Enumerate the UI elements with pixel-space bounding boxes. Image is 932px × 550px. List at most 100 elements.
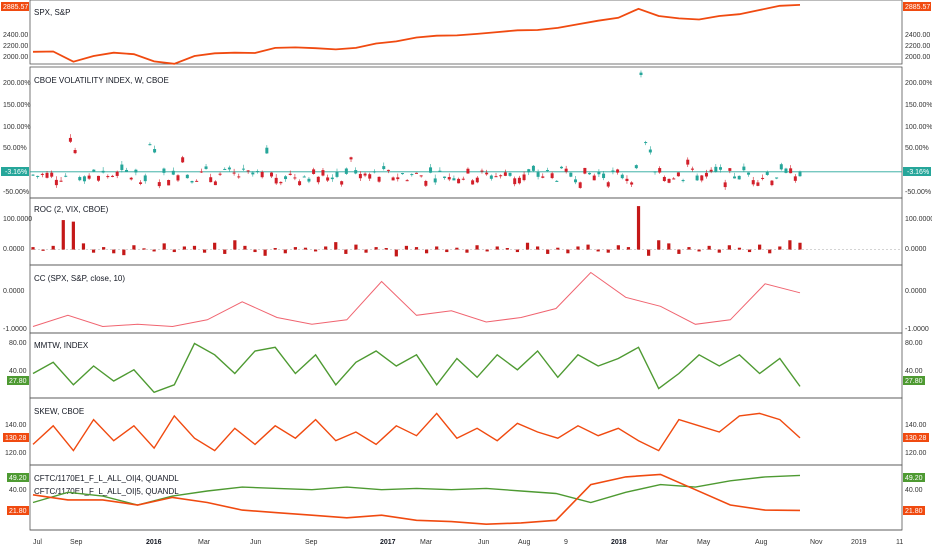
skew-badge-right-text: 130.28 [905,435,927,442]
cot-badge-right-1: 49.20 [903,473,925,482]
vix-candle-49 [260,171,264,178]
roc-bar-36 [394,249,398,257]
spx-badge-right: 2885.57 [903,2,931,11]
vix-candle-25 [148,144,152,146]
x-tick-jun-2016: Jun [250,539,261,546]
spx-tick-right-2200: 2200.00 [905,43,930,50]
vix-candle-160 [779,164,783,170]
vix-candle-120 [592,175,596,181]
vix-tick-left-100: 100.00% [3,124,31,131]
vix-candle-34 [190,180,194,183]
vix-candle-67 [344,168,348,174]
roc-bar-6 [91,249,96,253]
roc-bar-71 [747,249,752,253]
vix-candle-94 [471,180,475,185]
vix-candle-145 [709,169,713,172]
vix-candle-6 [59,180,63,182]
vix-candle-134 [658,168,662,173]
vix-candle-111 [550,173,554,179]
vix-candle-37 [204,166,208,169]
vix-candle-82 [415,172,418,174]
vix-candle-50 [265,147,269,154]
vix-tick-left-50: 50.00% [3,145,27,152]
vix-candle-108 [536,172,540,177]
vix-candle-150 [733,176,737,179]
x-tick-2017: 2017 [380,539,396,546]
roc-tick-left-100: 100.0000 [3,216,32,223]
roc-bar-70 [737,247,742,250]
vix-candle-80 [405,180,409,182]
spx-tick-left-2200: 2200.00 [3,43,28,50]
vix-candle-148 [723,182,727,188]
roc-bar-2 [51,245,55,250]
vix-candle-70 [358,173,362,179]
roc-bar-0 [31,247,35,250]
vix-candle-10 [78,177,82,181]
vix-candle-52 [274,177,278,184]
roc-bar-68 [717,249,721,253]
vix-candle-106 [527,169,531,173]
vix-candle-151 [737,175,741,180]
mmtw-badge-right-text: 27.80 [905,378,923,385]
vix-candle-112 [555,180,559,182]
x-tick-2018: 2018 [611,539,627,546]
vix-candle-136 [667,178,671,183]
cot-badge-left-2-text: 21.80 [9,508,27,515]
vix-candle-44 [237,176,241,178]
roc-bar-39 [424,249,429,254]
mmtw-tick-left-40: 40.00 [9,368,27,375]
vix-candle-89 [447,177,451,180]
pane-frame-5 [29,397,903,466]
vix-candle-127 [625,178,629,182]
x-tick-2016: 2016 [146,539,162,546]
cc-tick-right-0: 0.0000 [905,288,927,295]
spx-title: SPX, S&P [34,8,70,17]
vix-candle-117 [578,182,582,188]
vix-candle-36 [199,171,203,173]
vix-candle-113 [559,166,563,169]
spx-tick-left-2000: 2000.00 [3,54,28,61]
vix-candle-65 [335,171,339,177]
vix-candle-77 [391,177,395,181]
vix-candle-14 [96,175,100,181]
vix-candle-133 [653,171,657,173]
vix-candle-118 [583,167,587,174]
vix-candle-21 [129,177,133,180]
vix-candle-61 [316,176,320,183]
mmtw-tick-left-80: 80.00 [9,340,27,347]
spx-tick-right-2400: 2400.00 [905,32,930,39]
skew-tick-left-120: 120.00 [5,450,27,457]
vix-candle-84 [424,181,428,186]
cot-badge-left-1: 49.20 [7,473,29,482]
roc-bar-35 [384,248,388,250]
vix-candle-18 [115,171,119,176]
roc-bar-26 [293,247,297,250]
vix-candle-92 [461,178,465,180]
roc-bar-15 [182,246,186,250]
roc-bar-3 [61,220,65,250]
roc-bar-52 [556,247,560,250]
spx-badge-right-text: 2885.57 [905,4,930,11]
vix-candle-164 [798,171,802,177]
vix-candle-64 [330,177,334,180]
vix-candle-110 [545,170,549,172]
x-tick-11: 11 [896,539,903,546]
vix-candle-30 [171,170,175,175]
vix-candle-162 [789,168,793,174]
x-tick-nov: Nov [810,539,823,546]
skew-tick-right-120: 120.00 [905,450,927,457]
x-tick-sep: Sep [70,539,83,546]
vix-candle-81 [410,174,414,176]
roc-bar-41 [445,249,449,253]
vix-candle-122 [602,173,606,179]
vix-candle-116 [574,179,578,183]
roc-bar-53 [566,249,570,254]
vix-candle-99 [494,176,498,178]
vix-candle-29 [167,179,171,186]
vix-candle-123 [606,182,610,187]
vix-candle-146 [714,166,718,172]
vix-candle-31 [176,175,180,181]
roc-bar-11 [142,248,146,250]
vix-candle-43 [232,172,236,174]
